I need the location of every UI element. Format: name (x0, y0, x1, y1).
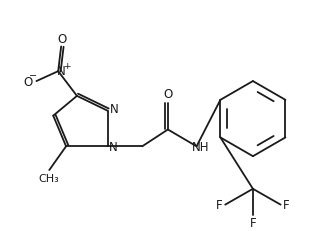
Text: O: O (58, 33, 67, 46)
Text: N: N (110, 103, 119, 116)
Text: CH₃: CH₃ (38, 174, 59, 184)
Text: +: + (63, 62, 71, 71)
Text: N: N (109, 141, 118, 154)
Text: O: O (163, 88, 173, 101)
Text: O: O (23, 76, 32, 88)
Text: F: F (250, 217, 256, 230)
Text: NH: NH (192, 141, 209, 154)
Text: N: N (57, 65, 66, 78)
Text: −: − (29, 71, 38, 81)
Text: F: F (283, 199, 290, 212)
Text: F: F (216, 199, 223, 212)
